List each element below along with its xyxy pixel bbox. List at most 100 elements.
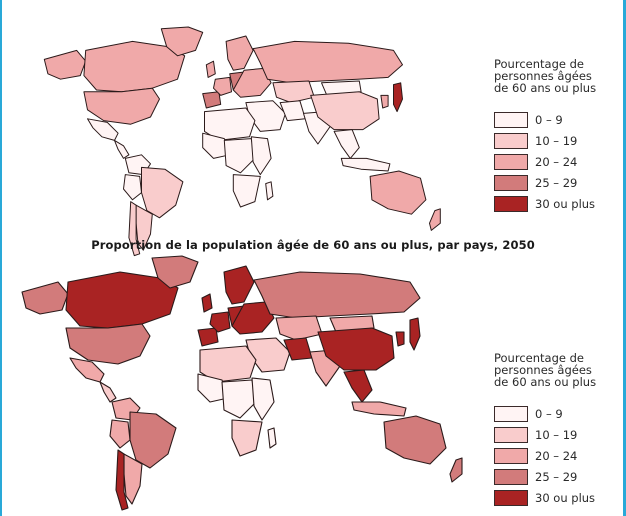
legend-item: 30 ou plus (494, 196, 624, 217)
legend-swatch (494, 196, 528, 212)
country-scandinavia (225, 35, 254, 71)
country-west-africa (197, 373, 229, 403)
country-france (213, 76, 232, 96)
country-north-africa (204, 107, 256, 141)
country-iberia (197, 327, 219, 347)
country-korea (395, 331, 405, 347)
country-canada (65, 271, 179, 329)
legend-label: 30 ou plus (535, 491, 596, 505)
legend-item: 20 – 24 (494, 448, 624, 469)
legend-label: 25 – 29 (535, 470, 578, 484)
country-central-america (114, 139, 130, 159)
legend-title: Pourcentage de personnes âgées de 60 ans… (494, 352, 624, 388)
legend-swatch (494, 469, 528, 485)
country-china (310, 91, 380, 131)
legend-title-line: Pourcentage de (494, 57, 584, 71)
frame-border-left (0, 0, 2, 516)
country-southern-africa (232, 174, 261, 208)
country-brazil (129, 411, 177, 469)
country-japan (409, 317, 421, 351)
country-australia (369, 170, 427, 215)
country-australia (383, 415, 447, 465)
legend-item: 0 – 9 (494, 112, 624, 133)
legend-swatch (494, 406, 528, 422)
country-russia (252, 40, 403, 84)
legend-label: 20 – 24 (535, 155, 578, 169)
country-madagascar (267, 427, 277, 449)
country-new-zealand (429, 208, 441, 231)
legend-item: 25 – 29 (494, 469, 624, 490)
country-new-zealand (449, 457, 463, 483)
map-panel-top: Pourcentage de personnes âgées de 60 ans… (0, 0, 626, 257)
legend-swatch (494, 448, 528, 464)
legend-title-line: de 60 ans ou plus (494, 81, 597, 95)
legend-title-line: Pourcentage de (494, 351, 584, 365)
legend-label: 10 – 19 (535, 134, 578, 148)
country-kazakhstan (275, 315, 323, 341)
legend-label: 10 – 19 (535, 428, 578, 442)
country-japan (393, 82, 403, 113)
legend-top: Pourcentage de personnes âgées de 60 ans… (494, 58, 624, 217)
country-uk (205, 60, 216, 78)
legend-swatch (494, 427, 528, 443)
country-peru (109, 419, 131, 449)
country-central-africa (223, 138, 256, 174)
legend-label: 0 – 9 (535, 407, 563, 421)
country-canada (83, 40, 186, 93)
world-map-top (43, 26, 441, 257)
country-greenland (151, 255, 199, 289)
country-france (209, 311, 231, 333)
country-southeast-asia (333, 129, 360, 159)
legend-label: 30 ou plus (535, 197, 596, 211)
country-china (317, 327, 395, 371)
country-kazakhstan (272, 80, 315, 104)
country-korea (380, 94, 389, 109)
frame-border-right (623, 0, 626, 516)
country-uk (201, 293, 213, 313)
country-central-america (99, 381, 117, 403)
country-central-africa (221, 379, 257, 419)
country-brazil (141, 166, 184, 219)
world-map-bottom (21, 255, 463, 511)
country-mongolia (329, 315, 375, 333)
legend-swatch (494, 175, 528, 191)
legend-title-line: de 60 ans ou plus (494, 375, 597, 389)
legend-title-line: personnes âgées (494, 69, 592, 83)
legend-item: 25 – 29 (494, 175, 624, 196)
country-usa (83, 87, 160, 125)
country-madagascar (265, 181, 274, 201)
country-peru (123, 174, 142, 201)
legend-swatch (494, 112, 528, 128)
country-greenland (160, 26, 204, 57)
legend-item: 10 – 19 (494, 427, 624, 448)
country-mongolia (321, 80, 362, 96)
country-chile (115, 449, 129, 511)
country-southern-africa (231, 419, 263, 457)
legend-title: Pourcentage de personnes âgées de 60 ans… (494, 58, 624, 94)
legend-label: 25 – 29 (535, 176, 578, 190)
country-chile (128, 201, 141, 257)
country-usa (65, 323, 151, 365)
country-indonesia (340, 157, 391, 172)
legend-item: 0 – 9 (494, 406, 624, 427)
legend-item: 30 ou plus (494, 490, 624, 511)
country-iberia (202, 91, 222, 109)
country-southeast-asia (343, 369, 373, 403)
country-indonesia (351, 401, 407, 417)
legend-swatch (494, 154, 528, 170)
country-north-africa (199, 345, 257, 383)
map-title: Proportion de la population âgée de 60 a… (91, 238, 535, 252)
country-west-africa (202, 132, 231, 159)
country-russia (253, 271, 421, 319)
map-panel-bottom: Pourcentage de personnes âgées de 60 ans… (0, 252, 626, 516)
legend-label: 20 – 24 (535, 449, 578, 463)
country-east-africa (251, 377, 275, 421)
legend-item: 20 – 24 (494, 154, 624, 175)
country-east-africa (250, 136, 272, 176)
legend-label: 0 – 9 (535, 113, 563, 127)
legend-item: 10 – 19 (494, 133, 624, 154)
country-scandinavia (223, 265, 255, 305)
legend-bottom: Pourcentage de personnes âgées de 60 ans… (494, 352, 624, 511)
legend-swatch (494, 133, 528, 149)
country-alaska (21, 281, 69, 315)
